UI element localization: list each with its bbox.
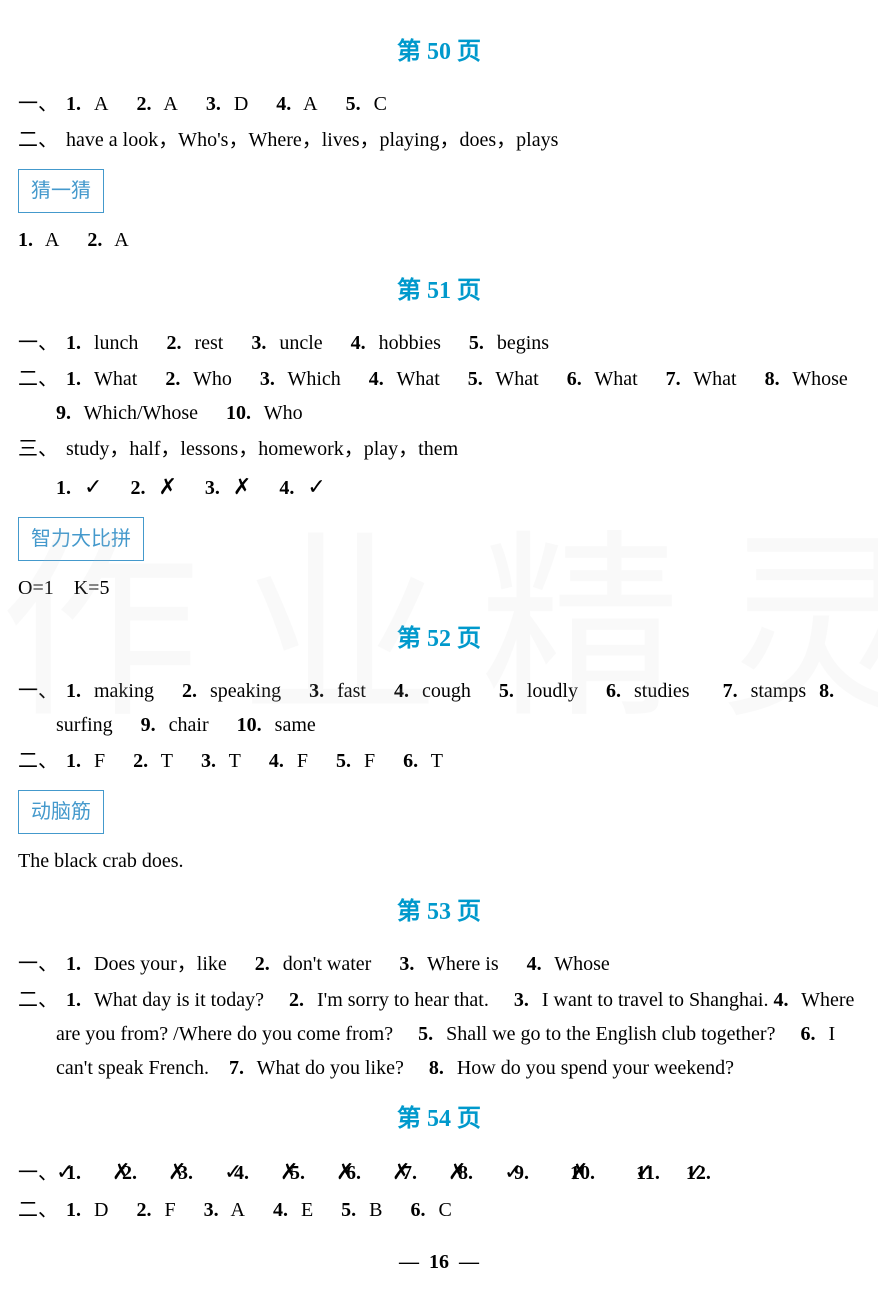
p50-line1: 一、1. A 2. A 3. D 4. A 5. C (18, 87, 860, 121)
section-prefix: 二、 (18, 129, 58, 151)
p53-line1: 一、1. Does your，like 2. don't water 3. Wh… (18, 947, 860, 981)
p52-line2: 二、1. F 2. T 3. T 4. F 5. F 6. T (18, 744, 860, 778)
boxed-label-brain: 动脑筋 (18, 790, 104, 834)
p51-line3b: 1. ✓ 2. ✗ 3. ✗ 4. ✓ (18, 468, 860, 505)
page-title-51: 第 51 页 (18, 271, 860, 312)
section-prefix: 二、 (18, 1199, 58, 1221)
p50-line2: 二、have a look，Who's，Where，lives，playing，… (18, 123, 860, 157)
section-prefix: 一、 (18, 953, 58, 975)
section-prefix: 一、 (18, 93, 58, 115)
p51-line4: O=1 K=5 (18, 571, 860, 605)
section-prefix: 一、 (18, 1162, 58, 1184)
section-prefix: 二、 (18, 368, 58, 390)
p52-line1: 一、1. making 2. speaking 3. fast 4. cough… (18, 674, 860, 742)
boxed-label-guess: 猜一猜 (18, 169, 104, 213)
p50-line3: 1. A 2. A (18, 223, 860, 257)
p53-line2: 二、1. What day is it today? 2. I'm sorry … (18, 983, 860, 1085)
page-title-54: 第 54 页 (18, 1099, 860, 1140)
page-title-52: 第 52 页 (18, 619, 860, 660)
p51-line1: 一、1. lunch 2. rest 3. uncle 4. hobbies 5… (18, 326, 860, 360)
section-prefix: 二、 (18, 750, 58, 772)
section-prefix: 三、 (18, 438, 58, 460)
page-footer: — 16 — (18, 1245, 860, 1279)
section-prefix: 一、 (18, 680, 58, 702)
page-title-53: 第 53 页 (18, 892, 860, 933)
section-prefix: 二、 (18, 989, 58, 1011)
p52-line3: The black crab does. (18, 844, 860, 878)
boxed-label-iq: 智力大比拼 (18, 517, 144, 561)
p54-line2: 二、1. D 2. F 3. A 4. E 5. B 6. C (18, 1193, 860, 1227)
section-prefix: 一、 (18, 332, 58, 354)
page-title-50: 第 50 页 (18, 32, 860, 73)
p54-line1: 一、1. ✓ 2. ✗ 3. ✗ 4. ✓ 5. ✗ 6. ✗ 7. ✗ 8. … (18, 1153, 860, 1190)
p51-line2: 二、1. What 2. Who 3. Which 4. What 5. Wha… (18, 362, 860, 430)
p51-line3: 三、study，half，lessons，homework，play，them (18, 432, 860, 466)
